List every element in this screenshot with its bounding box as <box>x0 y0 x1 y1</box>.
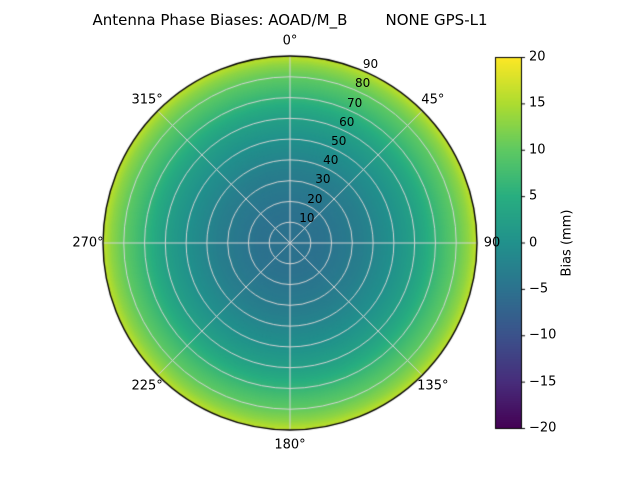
radial-tick-label: 10 <box>299 210 315 225</box>
radial-tick-label: 20 <box>307 191 323 206</box>
azimuth-tick-label: 90 <box>483 235 501 251</box>
azimuth-tick-label: 225° <box>131 378 163 394</box>
chart-title: Antenna Phase Biases: AOAD/M_B NONE GPS-… <box>92 11 488 29</box>
colorbar-tick-label: −5 <box>529 281 549 297</box>
radial-tick-label: 70 <box>347 95 363 110</box>
radial-tick-label: 90 <box>362 57 379 72</box>
radial-tick-label: 40 <box>323 153 339 168</box>
colorbar-axis-label: Bias (mm) <box>559 209 575 277</box>
radial-tick-label: 50 <box>331 134 347 149</box>
colorbar-tick-label: 5 <box>529 188 538 204</box>
azimuth-tick-label: 180° <box>274 437 306 453</box>
azimuth-tick-label: 135° <box>417 378 449 394</box>
colorbar-tick-label: 10 <box>529 142 546 158</box>
azimuth-tick-label: 0° <box>282 33 298 49</box>
radial-tick-label: 30 <box>315 172 331 187</box>
radial-tick-label: 80 <box>354 76 371 91</box>
radial-tick-label: 60 <box>339 114 355 129</box>
azimuth-tick-label: 270° <box>72 235 104 251</box>
azimuth-tick-label: 45° <box>421 92 445 108</box>
colorbar-tick-label: 15 <box>529 95 546 111</box>
colorbar-tick-label: −10 <box>529 327 557 343</box>
colorbar-tick-label: 20 <box>529 49 546 65</box>
colorbar-tick-label: −20 <box>529 420 557 436</box>
colorbar-tick-label: 0 <box>529 235 538 250</box>
colorbar-tick-label: −15 <box>529 374 557 390</box>
azimuth-tick-label: 315° <box>131 92 163 108</box>
